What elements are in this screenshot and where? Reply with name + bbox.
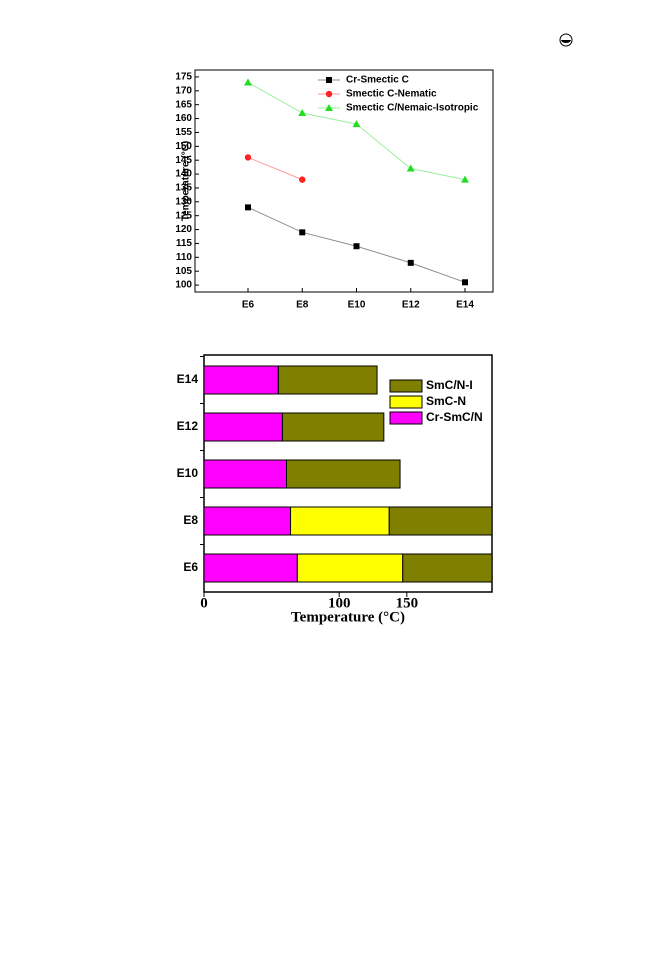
y-tick-label: 165 [175,99,192,110]
marker [407,259,414,266]
marker [244,154,252,161]
bar-segment [203,553,298,583]
series-line [247,156,303,181]
legend-swatch [389,395,423,409]
bar-segment [277,365,378,395]
y-tick-label: 160 [175,113,192,124]
corner-icon [559,33,573,47]
y-tick-label: E14 [177,372,199,386]
y-tick-label: E10 [177,466,199,480]
marker [299,176,306,183]
y-tick-label: E6 [183,560,198,574]
bar-segment [388,506,493,536]
marker [462,279,468,286]
y-tick-label: 130 [175,196,192,207]
bar-segment [203,459,287,489]
marker [299,229,306,236]
x-tick-label: E8 [296,300,309,311]
y-tick-label: 150 [175,141,192,152]
x-tick-label: 100 [328,595,351,611]
legend-label: Cr-Smectic C [346,75,409,86]
legend-label: Smectic C/Nemaic-Isotropic [346,103,479,114]
marker [298,109,307,117]
bar-segment [402,553,493,583]
legend-label: SmC/N-I [426,378,473,392]
plot-frame-1 [194,69,494,293]
marker [245,204,251,211]
x-axis-label: Temperature (°C) [291,609,405,625]
legend-label: Cr-SmC/N [426,410,483,424]
y-tick-label: 135 [175,183,192,194]
bar-segment [203,506,292,536]
marker [461,175,469,183]
bar-segment [285,459,401,489]
bar-segment [296,553,404,583]
marker [406,164,415,172]
marker [352,120,361,128]
legend-swatch [389,411,423,425]
y-tick-label: 115 [176,238,193,249]
legend-label: Smectic C-Nematic [346,89,437,100]
marker [325,104,333,111]
x-tick-label: E10 [348,300,366,311]
y-axis-label: Temperature (°C) [181,141,192,222]
x-tick-label: E6 [242,300,255,311]
y-tick-label: 100 [175,280,192,291]
y-tick-label: 145 [175,155,192,166]
y-tick-label: 125 [175,210,192,221]
x-tick-label: E12 [402,300,420,311]
marker [326,77,332,83]
y-tick-label: 110 [176,252,193,263]
y-tick-label: 175 [175,72,192,83]
y-tick-label: 120 [175,224,192,235]
y-tick-label: 155 [175,127,192,138]
legend-swatch [389,379,423,393]
y-tick-label: E8 [183,513,198,527]
bar-segment [203,365,279,395]
y-tick-label: E12 [177,419,199,433]
marker [353,243,360,250]
bar-segment [203,412,283,442]
x-tick-label: E14 [456,300,474,311]
x-tick-label: 150 [396,595,419,611]
y-tick-label: 140 [175,169,192,180]
y-tick-label: 170 [175,85,192,96]
y-tick-label: 105 [175,266,192,277]
x-tick-label: 0 [200,595,208,611]
marker [244,78,252,86]
bar-segment [290,506,390,536]
bar-segment [281,412,385,442]
legend-label: SmC-N [426,394,466,408]
marker [325,90,333,98]
